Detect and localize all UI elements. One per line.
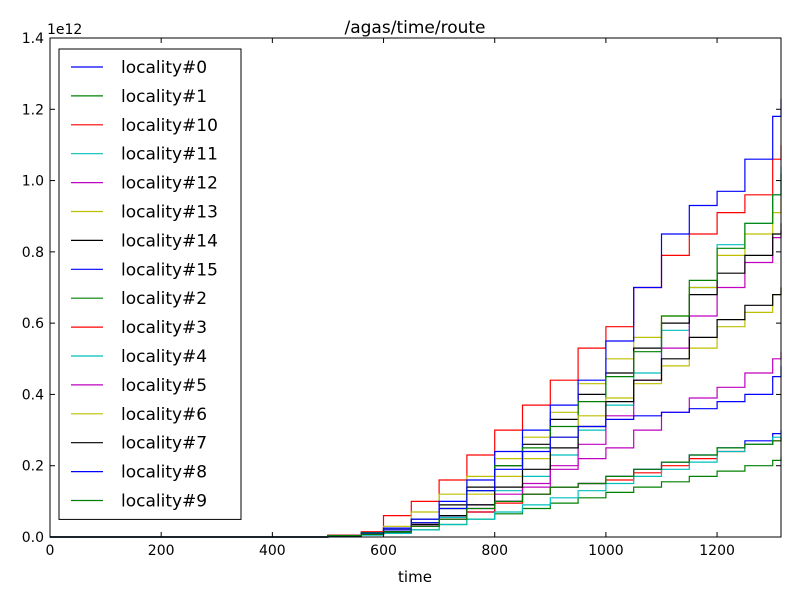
legend-box xyxy=(58,48,242,520)
x-tick-label: 1200 xyxy=(699,543,735,559)
x-tick-label: 600 xyxy=(370,543,397,559)
x-tick-label: 200 xyxy=(148,543,175,559)
plot-frame xyxy=(49,37,782,538)
legend-label: locality#8 xyxy=(121,463,207,483)
legend-label: locality#4 xyxy=(121,347,207,367)
chart-title: /agas/time/route xyxy=(345,18,486,38)
x-tick-label: 0 xyxy=(46,543,55,559)
legend-label: locality#11 xyxy=(121,145,218,165)
y-tick-label: 1.0 xyxy=(22,174,44,190)
y-tick-label: 0.6 xyxy=(22,316,44,332)
series-line-locality-9 xyxy=(50,437,782,538)
x-tick-label: 800 xyxy=(481,543,508,559)
legend-label: locality#10 xyxy=(121,116,218,136)
y-offset-label: 1e12 xyxy=(47,22,82,38)
legend-label: locality#5 xyxy=(121,376,207,396)
series-line-locality-8 xyxy=(50,365,782,538)
legend-label: locality#9 xyxy=(121,492,207,512)
y-tick-label: 0.4 xyxy=(22,387,44,403)
y-axis-ticks: 0.0 0.2 0.4 0.6 0.8 1.0 1.2 1.4 xyxy=(22,31,781,546)
plot-lines xyxy=(50,98,782,538)
legend-label: locality#15 xyxy=(121,260,218,280)
series-line-locality-15 xyxy=(50,98,782,538)
legend-label: locality#3 xyxy=(121,318,207,338)
y-tick-label: 0.2 xyxy=(22,459,44,475)
legend-label: locality#14 xyxy=(121,231,218,251)
x-tick-label: 400 xyxy=(259,543,286,559)
y-tick-label: 0.0 xyxy=(22,530,44,546)
legend-label: locality#7 xyxy=(121,434,207,454)
legend-label: locality#13 xyxy=(121,203,218,223)
legend-label: locality#1 xyxy=(121,87,207,107)
legend-label: locality#0 xyxy=(121,58,207,78)
y-tick-label: 1.2 xyxy=(22,102,44,118)
legend-label: locality#12 xyxy=(121,174,218,194)
x-axis-ticks: 0 200 400 600 800 1000 1200 xyxy=(46,38,735,559)
legend-label: locality#2 xyxy=(121,289,207,309)
y-tick-label: 0.8 xyxy=(22,245,44,261)
x-axis-title: time xyxy=(398,568,432,586)
x-tick-label: 1000 xyxy=(588,543,624,559)
legend-label: locality#6 xyxy=(121,405,207,425)
legend: locality#0 locality#1 locality#10 locality#… xyxy=(58,48,242,520)
series-line-locality-10 xyxy=(50,144,782,538)
y-tick-label: 1.4 xyxy=(22,31,44,47)
